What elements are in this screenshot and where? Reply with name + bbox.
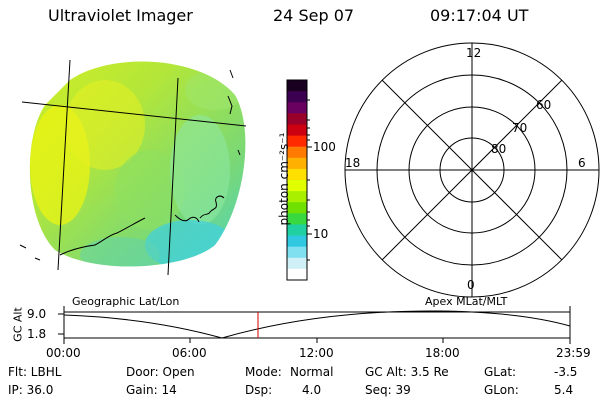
colorbar-swatch: [287, 191, 307, 203]
polar-lat-60: 60: [536, 98, 552, 112]
status-dsp-label: Dsp:: [245, 383, 273, 397]
colorbar-swatch: [287, 257, 307, 270]
polar-label-12: 12: [466, 46, 482, 60]
polar-grid: [344, 42, 600, 298]
colorbar-tick-10: 10: [313, 227, 329, 241]
timeline-frame: [58, 306, 571, 344]
timeline-xtick-0: 00:00: [46, 346, 81, 360]
timeline-ylabel: GC Alt: [11, 307, 25, 342]
colorbar-tick-100: 100: [313, 140, 336, 154]
timeline-xtick-1: 06:00: [172, 346, 207, 360]
colorbar-swatch: [287, 180, 307, 192]
date-label: 24 Sep 07: [273, 6, 355, 25]
status-filter: Flt: LBHL: [8, 365, 62, 379]
polar-label-0: 0: [467, 278, 475, 292]
status-gc-alt: GC Alt: 3.5 Re: [365, 365, 449, 379]
colorbar-swatch: [287, 224, 307, 237]
status-glat-value: -3.5: [554, 365, 578, 379]
colorbar-swatch: [287, 124, 307, 137]
polar-label-18: 18: [345, 156, 361, 170]
polar-label-6: 6: [578, 156, 586, 170]
timeline-left-title: Geographic Lat/Lon: [72, 295, 180, 308]
timeline-right-title: Apex MLat/MLT: [425, 295, 508, 308]
time-label: 09:17:04 UT: [430, 6, 529, 25]
altitude-curve: [63, 310, 571, 339]
status-dsp-value: 4.0: [302, 383, 322, 397]
colorbar-swatch: [287, 202, 307, 214]
timeline-ytick-low: 1.8: [27, 327, 47, 341]
coastline: [19, 69, 241, 261]
polar-lat-70: 70: [512, 121, 528, 135]
colorbar-swatch: [287, 113, 307, 125]
colorbar-ticks: [307, 99, 312, 261]
status-glat-label: GLat:: [484, 365, 517, 379]
status-ip: IP: 36.0: [8, 383, 54, 397]
polar-lat-80: 80: [491, 142, 507, 156]
colorbar-swatch: [287, 135, 307, 148]
colorbar-swatch: [287, 80, 307, 92]
colorbar-swatch: [287, 246, 307, 259]
uv-image: [29, 61, 246, 267]
geo-grid-lines: [21, 59, 247, 276]
status-seq: Seq: 39: [365, 383, 411, 397]
status-door: Door: Open: [126, 365, 195, 379]
colorbar-swatch: [287, 213, 307, 225]
colorbar-swatch: [287, 146, 307, 159]
colorbar-swatch: [287, 91, 307, 103]
colorbar-swatch: [287, 102, 307, 114]
colorbar-swatch: [287, 235, 307, 248]
status-mode-label: Mode:: [245, 365, 282, 379]
colorbar: [287, 80, 307, 281]
status-glon-label: GLon:: [484, 383, 519, 397]
timeline-xtick-2: 12:00: [299, 346, 334, 360]
status-gain: Gain: 14: [126, 383, 177, 397]
colorbar-swatch: [287, 268, 307, 281]
timeline-ytick-high: 9.0: [27, 307, 47, 321]
status-mode-value: Normal: [290, 365, 334, 379]
timeline-xtick-3: 18:00: [425, 346, 460, 360]
timeline-xtick-4: 23:59: [556, 346, 591, 360]
colorbar-swatch: [287, 157, 307, 170]
colorbar-unit-label: photon cm⁻²s⁻¹: [277, 132, 291, 226]
colorbar-swatch: [287, 168, 307, 181]
instrument-title: Ultraviolet Imager: [48, 6, 193, 25]
status-glon-value: 5.4: [554, 383, 574, 397]
